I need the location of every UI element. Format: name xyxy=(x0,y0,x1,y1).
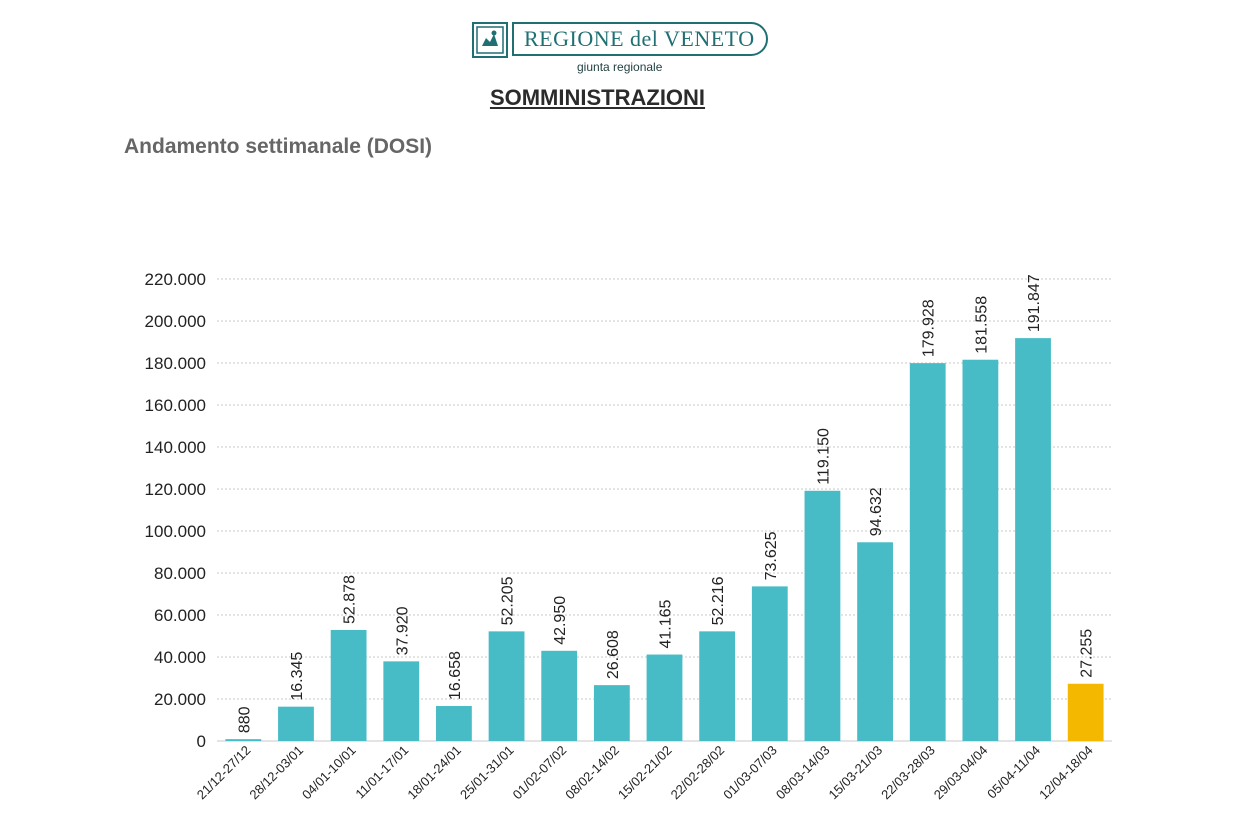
x-tick-label: 04/01-10/01 xyxy=(299,743,359,803)
regione-veneto-logo: REGIONE del VENETO giunta regionale xyxy=(472,20,772,76)
data-label: 52.216 xyxy=(710,576,727,625)
data-labels: 880 16.345 52.878 37.920 16.658 52.205 42.950 2… xyxy=(236,274,1095,733)
data-label: 52.205 xyxy=(500,576,517,625)
bar xyxy=(436,706,472,741)
y-tick-label: 60.000 xyxy=(154,606,206,625)
x-tick-label: 22/02-28/02 xyxy=(668,743,728,803)
x-tick-label: 21/12-27/12 xyxy=(194,743,254,803)
x-tick-label: 18/01-24/01 xyxy=(404,743,464,803)
bar xyxy=(699,631,736,741)
data-label: 73.625 xyxy=(763,531,780,580)
data-label: 880 xyxy=(236,706,253,733)
x-tick-label: 15/03-21/03 xyxy=(826,743,886,803)
bar xyxy=(278,706,314,741)
bar xyxy=(541,650,578,741)
y-tick-label: 20.000 xyxy=(154,690,206,709)
bars xyxy=(225,338,1104,741)
x-tick-label: 08/03-14/03 xyxy=(773,743,833,803)
bar xyxy=(330,629,367,741)
lion-emblem-icon xyxy=(472,22,508,58)
x-tick-label: 22/03-28/03 xyxy=(878,743,938,803)
chart-title: Andamento settimanale (DOSI) xyxy=(124,135,433,158)
y-tick-label: 160.000 xyxy=(145,396,206,415)
y-tick-label: 100.000 xyxy=(145,522,206,541)
data-label: 181.558 xyxy=(973,296,990,354)
bar xyxy=(225,739,262,741)
x-tick-label: 01/02-07/02 xyxy=(510,743,570,803)
x-tick-label: 29/03-04/04 xyxy=(931,743,991,803)
bar xyxy=(751,586,788,741)
bar xyxy=(804,490,841,741)
x-tick-label: 25/01-31/01 xyxy=(457,743,517,803)
y-tick-label: 0 xyxy=(197,732,206,751)
bar xyxy=(488,631,525,741)
x-tick-label: 01/03-07/03 xyxy=(720,743,780,803)
page-title: SOMMINISTRAZIONI xyxy=(489,85,706,110)
x-axis-ticks: 21/12-27/1228/12-03/0104/01-10/0111/01-1… xyxy=(194,743,1096,803)
y-tick-label: 220.000 xyxy=(145,270,206,289)
data-label: 179.928 xyxy=(921,299,938,357)
bar xyxy=(857,542,893,741)
data-label: 27.255 xyxy=(1079,629,1096,678)
y-tick-label: 140.000 xyxy=(145,438,206,457)
y-axis-ticks: 0 20.000 40.000 60.000 80.000 100.000 120.000 1… xyxy=(145,270,206,751)
data-label: 37.920 xyxy=(394,606,411,655)
bar xyxy=(909,363,946,741)
y-tick-label: 80.000 xyxy=(154,564,206,583)
y-tick-label: 180.000 xyxy=(145,354,206,373)
data-label: 119.150 xyxy=(815,428,832,485)
x-tick-label: 28/12-03/01 xyxy=(246,743,306,803)
x-tick-label: 11/01-17/01 xyxy=(352,743,411,802)
data-label: 52.878 xyxy=(342,575,359,624)
x-tick-label: 12/04-18/04 xyxy=(1036,743,1096,803)
data-label: 26.608 xyxy=(605,630,622,679)
bar xyxy=(646,654,683,741)
x-tick-label: 05/04-11/04 xyxy=(984,743,1043,802)
bar xyxy=(962,359,999,741)
bar xyxy=(1067,683,1104,741)
bar xyxy=(383,661,420,741)
data-label: 16.658 xyxy=(447,651,464,700)
logo-frame xyxy=(512,22,768,56)
logo-subtitle: giunta regionale xyxy=(577,60,663,74)
y-tick-label: 200.000 xyxy=(145,312,206,331)
data-label: 41.165 xyxy=(658,600,675,649)
data-label: 16.345 xyxy=(289,652,306,701)
data-label: 191.847 xyxy=(1026,274,1043,332)
bar xyxy=(1015,338,1051,741)
data-label: 42.950 xyxy=(552,596,569,645)
bar xyxy=(593,685,630,741)
x-tick-label: 08/02-14/02 xyxy=(562,743,622,803)
y-tick-label: 120.000 xyxy=(145,480,206,499)
data-label: 94.632 xyxy=(868,487,885,536)
x-tick-label: 15/02-21/02 xyxy=(615,743,675,803)
logo-name: REGIONE del VENETO xyxy=(524,26,755,51)
y-tick-label: 40.000 xyxy=(154,648,206,667)
